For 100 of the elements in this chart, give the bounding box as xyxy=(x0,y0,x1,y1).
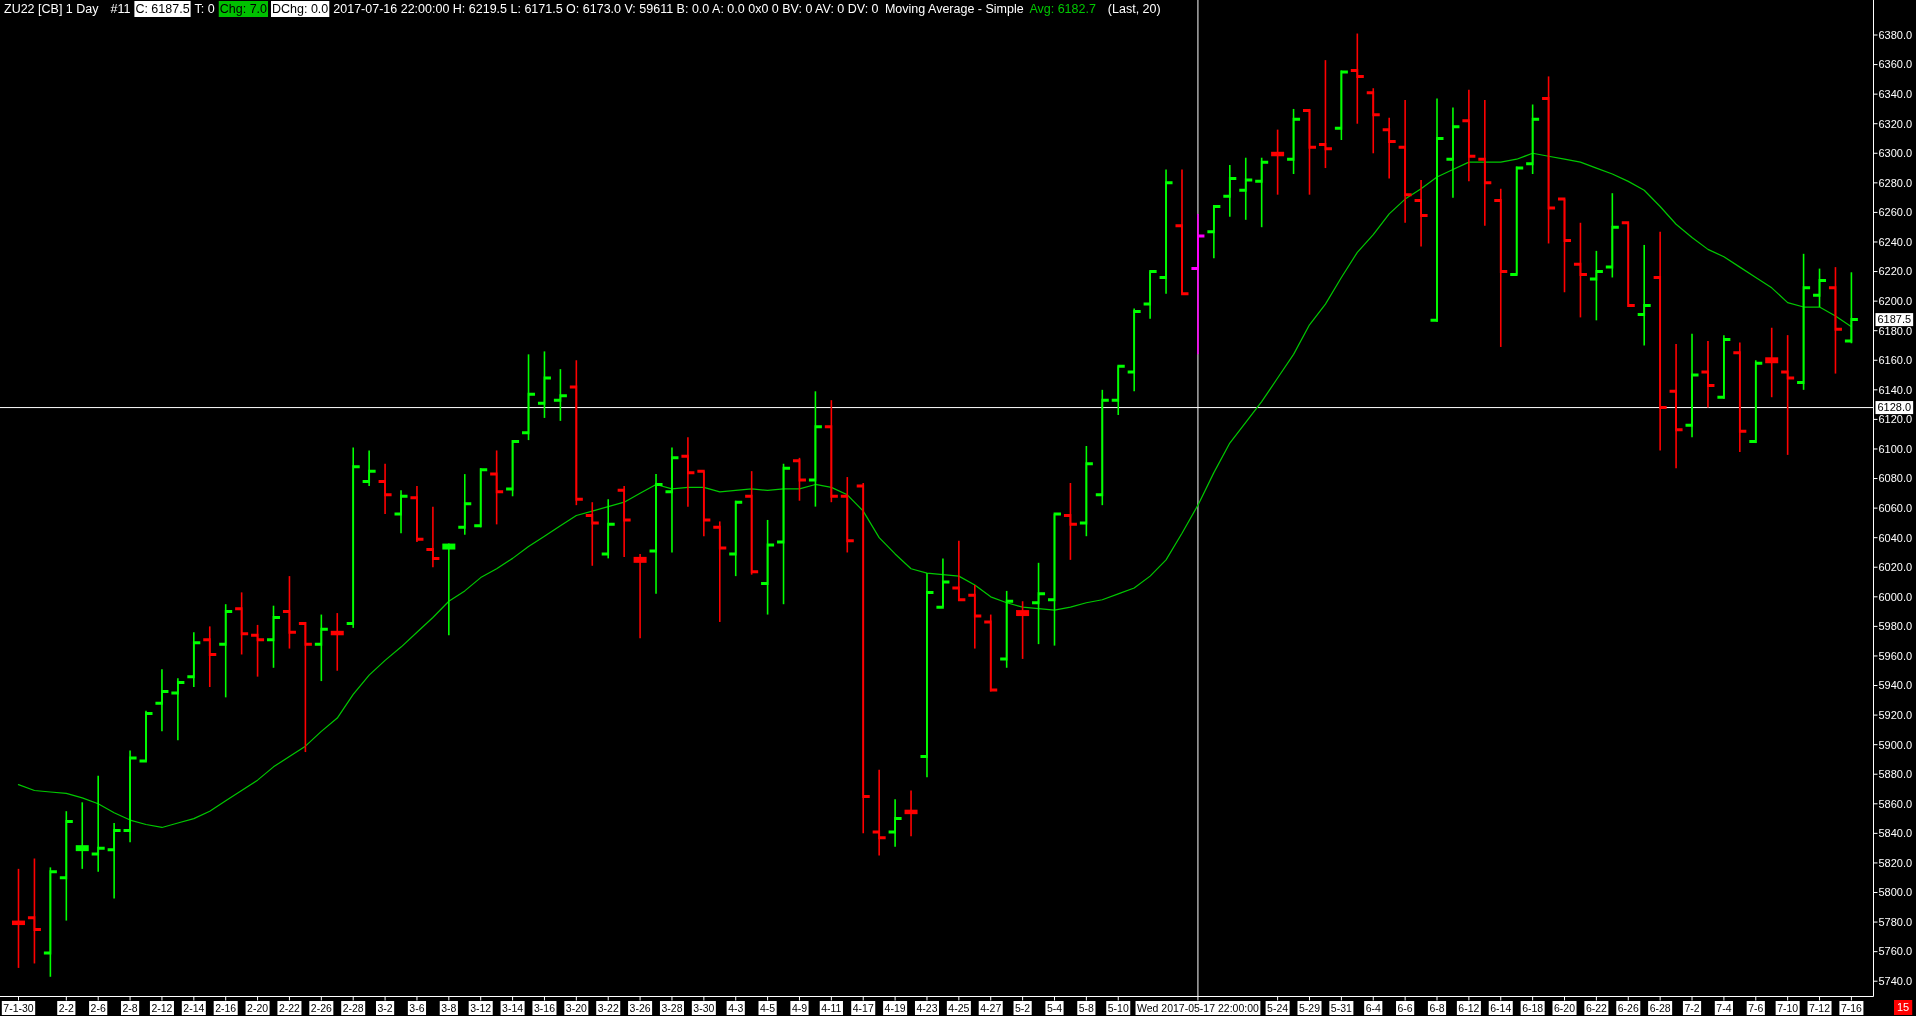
y-tick-label: 6240.0 xyxy=(1878,235,1913,248)
annotation: 2017-07-16 22:00:00 H: 6219.5 L: 6171.5 O: 6173.0 V: 59611 B: 0.0 A: 0.0 0x0 0 BV: 0 AV: 0 DV: 0 xyxy=(333,2,879,16)
x-tick-label: 4-3 xyxy=(728,1001,744,1014)
y-tick-label: 5940.0 xyxy=(1878,679,1913,692)
chart-title: ZU22 [CB] 1 Day xyxy=(4,2,100,16)
x-tick-label: 7-6 xyxy=(1748,1001,1764,1014)
y-tick-label: 5900.0 xyxy=(1878,738,1913,751)
x-tick-label: 2-20 xyxy=(247,1001,269,1014)
x-tick-label: 5-2 xyxy=(1015,1001,1031,1014)
x-tick-label: 5-4 xyxy=(1046,1001,1063,1014)
x-tick-label: 6-6 xyxy=(1397,1001,1413,1014)
x-tick-label: 4-17 xyxy=(852,1001,874,1014)
x-tick-label: 2-6 xyxy=(90,1001,106,1014)
annotation: (Last, 20) xyxy=(1107,2,1161,16)
x-tick-label: 2-16 xyxy=(215,1001,237,1014)
y-tick-label: 6220.0 xyxy=(1878,265,1913,278)
x-tick-label: 6-18 xyxy=(1522,1001,1544,1014)
x-tick-label: 4-19 xyxy=(884,1001,906,1014)
y-tick-label: 5880.0 xyxy=(1878,768,1913,781)
x-tick-label: 7-4 xyxy=(1716,1001,1732,1014)
x-tick-label: Wed 2017-05-17 22:00:00 xyxy=(1137,1001,1259,1014)
x-tick-label: 2-2 xyxy=(58,1001,75,1014)
x-tick-label: 2-28 xyxy=(342,1001,364,1014)
y-tick-label: 6100.0 xyxy=(1878,442,1913,455)
x-tick-label: 7-2 xyxy=(1684,1001,1700,1014)
y-tick-label: 6160.0 xyxy=(1878,354,1913,367)
annotation: T: 0 xyxy=(194,2,215,16)
y-tick-label: 6180.0 xyxy=(1878,324,1913,337)
y-tick-label: 6380.0 xyxy=(1878,28,1913,41)
y-tick-label: 5920.0 xyxy=(1878,708,1913,721)
x-tick-label: 6-22 xyxy=(1585,1001,1608,1014)
x-tick-label: 7-12 xyxy=(1809,1001,1831,1014)
y-tick-label: 5860.0 xyxy=(1878,797,1913,810)
y-tick-label: 6280.0 xyxy=(1878,176,1913,189)
text: 15 xyxy=(1896,1001,1910,1014)
x-tick-label: 6-12 xyxy=(1458,1001,1480,1014)
x-tick-label: 6-14 xyxy=(1490,1001,1512,1014)
x-tick-label: 3-28 xyxy=(661,1001,683,1014)
y-tick-label: 6320.0 xyxy=(1878,117,1913,130)
x-tick-label: 6-20 xyxy=(1554,1001,1576,1014)
x-tick-label: 5-24 xyxy=(1267,1001,1289,1014)
ref-line-label: 6128.0 xyxy=(1877,401,1912,414)
x-tick-label: 3-8 xyxy=(441,1001,457,1014)
y-tick-label: 6300.0 xyxy=(1878,147,1913,160)
y-tick-label: 5960.0 xyxy=(1878,649,1913,662)
x-tick-label: 3-2 xyxy=(377,1001,393,1014)
y-tick-label: 6200.0 xyxy=(1878,294,1913,307)
x-tick-label: 3-20 xyxy=(565,1001,588,1014)
y-tick-label: 6000.0 xyxy=(1878,590,1913,603)
x-tick-label: 2-14 xyxy=(183,1001,205,1014)
x-tick-label: 4-25 xyxy=(948,1001,970,1014)
annotation: 6187.5 xyxy=(1877,313,1912,326)
y-tick-label: 5760.0 xyxy=(1878,945,1913,958)
x-tick-label: 2-26 xyxy=(310,1001,332,1014)
annotation: Avg: 6182.7 xyxy=(1029,2,1096,16)
x-tick-label: 7-1-30 xyxy=(3,1001,34,1014)
x-tick-label: 6-8 xyxy=(1429,1001,1445,1014)
y-tick-label: 6260.0 xyxy=(1878,206,1913,219)
x-tick-label: 2-12 xyxy=(151,1001,173,1014)
x-tick-label: 4-9 xyxy=(791,1001,808,1014)
y-tick-label: 5840.0 xyxy=(1878,827,1913,840)
x-tick-label: 7-10 xyxy=(1777,1001,1799,1014)
x-tick-label: 5-10 xyxy=(1107,1001,1129,1014)
x-tick-label: 2-22 xyxy=(278,1001,301,1014)
x-tick-label: 7-16 xyxy=(1840,1001,1863,1014)
x-tick-label: 3-14 xyxy=(502,1001,524,1014)
y-tick-label: 5980.0 xyxy=(1878,620,1913,633)
x-tick-label: 2-8 xyxy=(122,1001,138,1014)
y-tick-label: 6040.0 xyxy=(1878,531,1913,544)
x-tick-label: 3-22 xyxy=(597,1001,619,1014)
y-tick-label: 6120.0 xyxy=(1878,413,1913,426)
x-tick-label: 3-6 xyxy=(409,1001,425,1014)
y-tick-label: 5780.0 xyxy=(1878,915,1913,928)
x-tick-label: 3-16 xyxy=(533,1001,556,1014)
x-tick-label: 6-26 xyxy=(1617,1001,1639,1014)
x-tick-label: 4-27 xyxy=(980,1001,1002,1014)
y-tick-label: 6060.0 xyxy=(1878,501,1913,514)
y-tick-label: 6140.0 xyxy=(1878,383,1913,396)
y-tick-label: 5740.0 xyxy=(1878,975,1913,988)
x-tick-label: 3-30 xyxy=(693,1001,715,1014)
annotation: Chg: 7.0 xyxy=(219,2,268,16)
y-tick-label: 5800.0 xyxy=(1878,886,1913,899)
annotation: C: 6187.5 xyxy=(135,2,190,16)
x-tick-label: 5-8 xyxy=(1078,1001,1095,1014)
annotation: Moving Average - Simple xyxy=(884,2,1024,16)
x-tick-label: 6-28 xyxy=(1649,1001,1671,1014)
x-tick-label: 4-11 xyxy=(821,1001,842,1014)
y-tick-label: 6080.0 xyxy=(1878,472,1913,485)
y-tick-label: 6360.0 xyxy=(1878,58,1913,71)
y-tick-label: 6020.0 xyxy=(1878,561,1913,574)
y-tick-label: 5820.0 xyxy=(1878,856,1913,869)
x-tick-label: 5-31 xyxy=(1330,1001,1353,1014)
x-tick-label: 3-12 xyxy=(470,1001,492,1014)
x-tick-label: 4-23 xyxy=(916,1001,938,1014)
x-tick-label: 5-29 xyxy=(1298,1001,1321,1014)
x-tick-label: 6-4 xyxy=(1365,1001,1381,1014)
annotation: DChg: 0.0 xyxy=(272,2,329,16)
annotation: #11 xyxy=(110,2,131,16)
x-tick-label: 3-26 xyxy=(629,1001,651,1014)
x-tick-label: 4-5 xyxy=(760,1001,776,1014)
